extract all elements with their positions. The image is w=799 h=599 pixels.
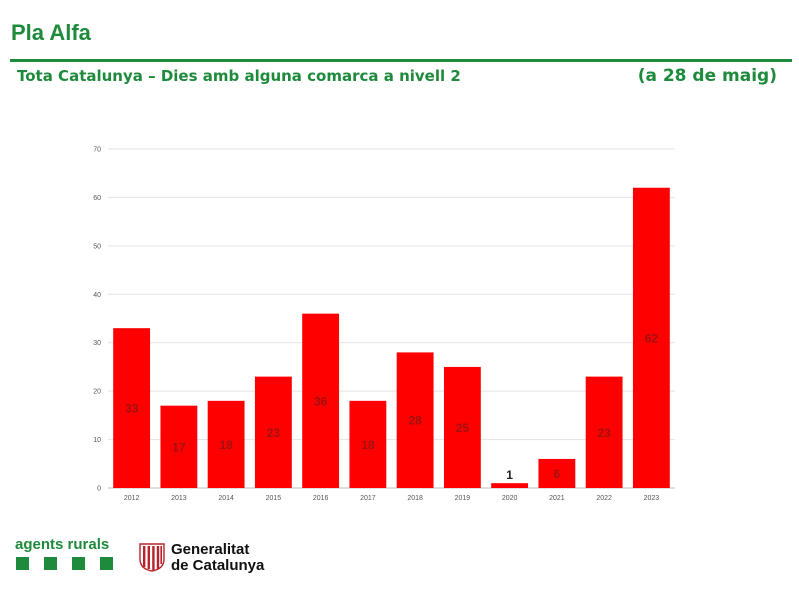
bar-2018 bbox=[396, 352, 434, 488]
x-tick-label: 2019 bbox=[455, 495, 471, 502]
data-label-2017: 18 bbox=[361, 438, 375, 452]
x-tick-label: 2020 bbox=[502, 495, 518, 502]
bar-2023 bbox=[632, 187, 670, 488]
data-label-2019: 25 bbox=[456, 421, 470, 435]
bar-2022 bbox=[585, 376, 623, 488]
date-note: (a 28 de maig) bbox=[637, 66, 777, 86]
chart-subtitle: Tota Catalunya – Dies amb alguna comarca… bbox=[17, 67, 461, 85]
bar-2013 bbox=[160, 405, 198, 488]
bar-2016 bbox=[302, 313, 340, 488]
y-tick-label: 50 bbox=[93, 243, 101, 250]
bar-2015 bbox=[254, 376, 292, 488]
y-tick-label: 10 bbox=[93, 437, 101, 444]
y-tick-label: 30 bbox=[93, 340, 101, 347]
x-tick-label: 2012 bbox=[124, 495, 140, 502]
data-label-2022: 23 bbox=[597, 426, 611, 440]
bar-2020 bbox=[491, 483, 529, 488]
data-label-2020: 1 bbox=[506, 468, 513, 482]
data-label-2014: 18 bbox=[219, 438, 233, 452]
bar-2014 bbox=[207, 400, 245, 488]
chart-bars bbox=[113, 187, 670, 488]
data-label-2013: 17 bbox=[172, 440, 186, 454]
y-tick-label: 0 bbox=[97, 486, 101, 493]
y-tick-label: 40 bbox=[93, 292, 101, 299]
bar-2019 bbox=[443, 366, 481, 488]
x-tick-label: 2023 bbox=[644, 495, 660, 502]
generalitat-logo-text: Generalitat de Catalunya bbox=[171, 542, 264, 574]
agents-rurals-logo: agents rurals bbox=[15, 536, 110, 553]
x-tick-label: 2013 bbox=[171, 495, 187, 502]
data-label-2016: 36 bbox=[314, 394, 328, 408]
x-tick-label: 2021 bbox=[549, 495, 565, 502]
data-label-2023: 62 bbox=[645, 331, 659, 345]
generalitat-line-1: Generalitat bbox=[171, 541, 250, 558]
bar-2021 bbox=[538, 458, 576, 488]
data-label-2021: 6 bbox=[554, 467, 561, 481]
bar-2017 bbox=[349, 400, 387, 488]
data-label-2015: 23 bbox=[267, 426, 281, 440]
y-tick-label: 70 bbox=[93, 147, 101, 154]
bar-2012 bbox=[113, 328, 151, 488]
x-tick-label: 2015 bbox=[266, 495, 282, 502]
data-label-2018: 28 bbox=[408, 414, 422, 428]
x-tick-label: 2014 bbox=[218, 495, 234, 502]
title-divider bbox=[10, 59, 792, 62]
data-label-2012: 33 bbox=[125, 402, 139, 416]
chart-data-labels: 33 17 18 23 36 18 28 25 1 6 23 62 bbox=[125, 331, 658, 482]
x-tick-label: 2017 bbox=[360, 495, 376, 502]
chart-axis-labels: 0 10 20 30 40 50 60 70 2012 2013 2014 2015 2016 2017 2… bbox=[93, 147, 659, 503]
x-tick-label: 2018 bbox=[407, 495, 423, 502]
agents-rurals-squares bbox=[16, 557, 116, 570]
chart-grid bbox=[108, 148, 675, 489]
generalitat-line-2: de Catalunya bbox=[171, 557, 265, 574]
page-title: Pla Alfa bbox=[11, 20, 91, 45]
x-tick-label: 2022 bbox=[596, 495, 612, 502]
y-tick-label: 20 bbox=[93, 389, 101, 396]
generalitat-emblem-icon bbox=[139, 543, 165, 572]
x-tick-label: 2016 bbox=[313, 495, 329, 502]
y-tick-label: 60 bbox=[93, 195, 101, 202]
